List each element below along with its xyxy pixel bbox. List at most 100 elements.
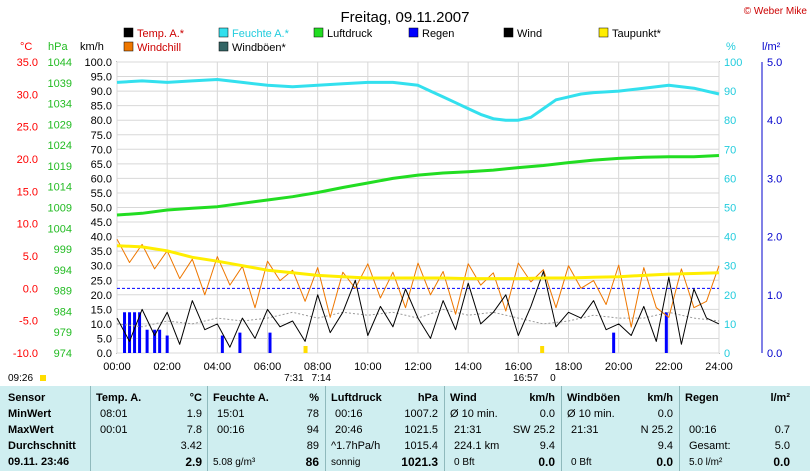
pressure-axis-tick: 984 xyxy=(54,306,72,318)
legend-label-rain: Regen xyxy=(422,28,454,40)
pressure-max-time: 20:46 xyxy=(335,424,363,436)
temp-axis-tick: 0.0 xyxy=(23,283,38,295)
rain-bar xyxy=(165,335,169,353)
x-axis-tick: 10:00 xyxy=(354,361,382,373)
sun-markers: 7:31 7:14 16:57 0 09:26 xyxy=(8,346,556,384)
legend-swatch-humidity xyxy=(218,27,229,38)
humidity-axis-tick: 90 xyxy=(724,86,736,98)
pressure-header: Luftdruck xyxy=(331,392,382,404)
chart-legend: Temp. A.* Feuchte A.* Luftdruck Regen Wind Ta… xyxy=(123,27,662,54)
pressure-forecast: sonnig xyxy=(331,457,361,468)
humidity-axis-tick: 70 xyxy=(724,144,736,156)
temp-axis-tick: 20.0 xyxy=(17,154,38,166)
wind-axis-tick: 95.0 xyxy=(91,72,112,84)
series-layer xyxy=(116,78,720,353)
sensor-header: Sensor xyxy=(8,392,46,404)
sensor-column: Sensor MinWert MaxWert Durchschnitt 09.1… xyxy=(8,386,90,471)
humidity-axis-tick: 40 xyxy=(724,232,736,244)
humidity-unit: % xyxy=(309,392,319,404)
rain-unit: l/m² xyxy=(770,392,790,404)
rain-max-time: 00:16 xyxy=(689,424,717,436)
rain-axis-tick: 1.0 xyxy=(767,290,782,302)
humidity-column: Feuchte A.% 15:01 78 00:16 94 89 5.08 g/m³… xyxy=(213,386,319,471)
temp-axis-tick: -10.0 xyxy=(13,348,38,360)
pressure-current: 1021.3 xyxy=(401,455,438,469)
wind-max-time: 21:31 xyxy=(454,424,482,436)
temp-max-value: 7.8 xyxy=(186,424,202,436)
x-axis-tick: 00:00 xyxy=(103,361,131,373)
wind-beaufort: 0 Bft xyxy=(454,457,475,468)
temp-unit-label: °C xyxy=(20,41,32,53)
wind-axis-tick: 75.0 xyxy=(91,130,112,142)
rain-axis-tick: 3.0 xyxy=(767,173,782,185)
wind-axis-tick: 40.0 xyxy=(91,232,112,244)
humidity-header: Feuchte A. xyxy=(213,392,269,404)
wind-axis-tick: 45.0 xyxy=(91,217,112,229)
wind-axis-tick: 55.0 xyxy=(91,188,112,200)
sunrise-label: 7:31 xyxy=(284,373,304,384)
pressure-avg: 1015.4 xyxy=(404,440,438,452)
min-row-label: MinWert xyxy=(8,408,52,420)
temp-current: 2.9 xyxy=(185,455,202,469)
wind-axis-tick: 50.0 xyxy=(91,203,112,215)
legend-swatch-dewpoint xyxy=(598,27,609,38)
wind-header: Wind xyxy=(450,392,477,404)
humidity-series-line xyxy=(116,78,720,122)
pressure-axis-tick: 1019 xyxy=(48,161,72,173)
wind-axis-tick: 30.0 xyxy=(91,261,112,273)
rain-bar xyxy=(238,332,242,353)
wind-axis-tick: 15.0 xyxy=(91,304,112,316)
gusts-min-label: Ø 10 min. xyxy=(567,408,615,420)
wind-axis-tick: 25.0 xyxy=(91,275,112,287)
max-row-label: MaxWert xyxy=(8,424,54,436)
pressure-axis-tick: 989 xyxy=(54,286,72,298)
gusts-min-value: 0.0 xyxy=(657,408,673,420)
wind-axis-tick: 70.0 xyxy=(91,144,112,156)
sunset-marker xyxy=(540,346,545,353)
temp-avg: 3.42 xyxy=(180,440,202,452)
legend-swatch-rain xyxy=(408,27,419,38)
legend-label-gusts: Windböen* xyxy=(232,42,287,54)
rain-axis-tick: 5.0 xyxy=(767,57,782,69)
gusts-beaufort: 0 Bft xyxy=(571,457,592,468)
pressure-min-value: 1007.2 xyxy=(404,408,438,420)
brand-label: © Weber Mike xyxy=(744,6,808,17)
pressure-max-value: 1021.5 xyxy=(404,424,438,436)
rain-bar xyxy=(612,332,616,353)
chart-title: Freitag, 09.11.2007 xyxy=(341,9,470,26)
rain-bar xyxy=(133,312,137,353)
pressure-axis-tick: 1044 xyxy=(48,57,72,69)
rain-total: 5.0 xyxy=(774,440,790,452)
wind-avg: 9.4 xyxy=(539,440,555,452)
x-axis-tick: 18:00 xyxy=(555,361,583,373)
humidity-absolute: 5.08 g/m³ xyxy=(213,457,256,468)
x-axis-tick: 08:00 xyxy=(304,361,332,373)
pressure-axis-tick: 1029 xyxy=(48,119,72,131)
rain-current: 0.0 xyxy=(773,455,790,469)
pressure-unit: hPa xyxy=(417,392,438,404)
wind-axis-tick: 20.0 xyxy=(91,290,112,302)
temp-header: Temp. A. xyxy=(96,392,142,404)
x-axis-tick: 20:00 xyxy=(605,361,633,373)
pressure-trend: ^1.7hPa/h xyxy=(331,440,381,452)
x-axis-tick: 16:00 xyxy=(505,361,533,373)
weather-chart: Freitag, 09.11.2007 © Weber Mike 35.0 30.… xyxy=(8,6,808,384)
legend-swatch-gusts xyxy=(218,41,229,52)
axes-layer: 35.0 30.0 25.0 20.0 15.0 10.0 5.0 0.0 -5.0 -10.0 1… xyxy=(13,41,782,373)
legend-swatch-pressure xyxy=(313,27,324,38)
gusts-unit: km/h xyxy=(647,392,673,404)
statistics-table: Sensor MinWert MaxWert Durchschnitt 09.1… xyxy=(0,386,810,471)
legend-label-dewpoint: Taupunkt* xyxy=(612,28,662,40)
humidity-axis-tick: 30 xyxy=(724,261,736,273)
legend-label-humidity: Feuchte A.* xyxy=(232,28,290,40)
humidity-current: 86 xyxy=(305,455,319,469)
legend-swatch-windchill xyxy=(123,41,134,52)
temp-axis-tick: 5.0 xyxy=(23,251,38,263)
rain-header: Regen xyxy=(685,392,719,404)
rain-bar xyxy=(153,329,157,353)
rain-bar xyxy=(268,332,272,353)
humidity-avg: 89 xyxy=(306,440,319,452)
humidity-unit-label: % xyxy=(726,41,736,53)
humidity-axis-tick: 0 xyxy=(724,348,730,360)
wind-axis-tick: 35.0 xyxy=(91,246,112,258)
